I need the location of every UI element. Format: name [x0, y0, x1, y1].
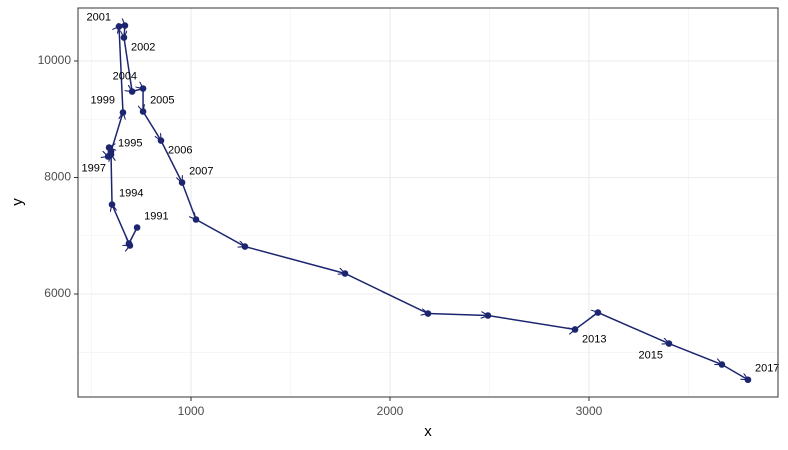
point-label: 1997	[82, 162, 106, 174]
point-label: 2001	[86, 11, 110, 23]
point	[341, 270, 349, 277]
point	[121, 22, 129, 29]
point-label: 2015	[638, 349, 662, 361]
point-label: 2013	[582, 333, 606, 345]
point	[192, 216, 200, 223]
point	[665, 340, 673, 347]
panel-border	[77, 7, 779, 398]
point-label: 1994	[119, 187, 143, 199]
point	[107, 148, 115, 155]
point	[126, 242, 134, 249]
point	[571, 326, 579, 333]
point-label: 2005	[150, 94, 174, 106]
point-label: 2002	[131, 41, 155, 53]
x-tick-label: 3000	[576, 404, 603, 418]
point	[133, 224, 141, 231]
x-tick-label: 2000	[377, 404, 404, 418]
point-label: 1999	[90, 94, 114, 106]
x-axis-title: x	[424, 423, 432, 440]
point	[424, 310, 432, 317]
point-label: 2017	[755, 363, 779, 375]
point	[594, 309, 602, 316]
grid	[78, 8, 778, 397]
x-tick-label: 1000	[178, 404, 205, 418]
point	[115, 23, 123, 30]
point	[128, 88, 136, 95]
point	[104, 153, 112, 160]
point	[120, 34, 128, 41]
point	[108, 201, 116, 208]
point	[157, 137, 165, 144]
point-label: 2006	[168, 144, 192, 156]
point	[484, 312, 492, 319]
point	[178, 179, 186, 186]
connecting-path	[108, 26, 748, 381]
point	[744, 376, 752, 384]
y-axis-title: y	[9, 198, 26, 206]
point	[119, 109, 127, 116]
y-tick-label: 6000	[44, 286, 71, 300]
y-tick-label: 10000	[38, 53, 72, 67]
point-label: 2007	[189, 165, 213, 177]
point	[139, 108, 147, 115]
point	[241, 243, 249, 250]
point	[718, 361, 726, 368]
point-label: 2004	[113, 70, 137, 82]
point	[139, 85, 147, 92]
point-label: 1991	[144, 210, 168, 222]
y-tick-label: 8000	[44, 170, 71, 184]
point-label: 1995	[118, 137, 142, 149]
